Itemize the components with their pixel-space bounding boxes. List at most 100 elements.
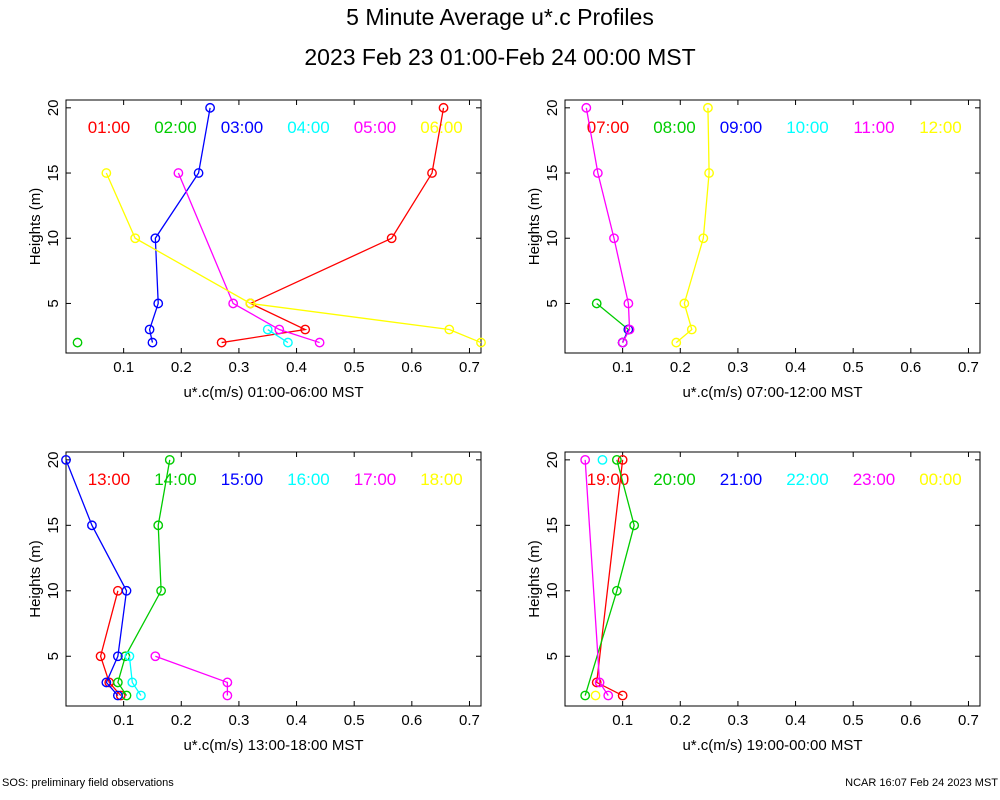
x-tick-label: 0.4: [286, 712, 307, 729]
data-point: [591, 677, 602, 688]
series-line: [585, 107, 631, 343]
data-point: [173, 168, 184, 178]
y-axis-label: Heights (m): [526, 540, 543, 618]
plot-frame: [564, 99, 981, 354]
series-1900: [591, 454, 628, 701]
x-tick-label: 0.3: [228, 712, 249, 729]
data-point: [112, 677, 123, 688]
data-point: [698, 233, 709, 244]
data-point: [262, 324, 273, 335]
x-tick-label: 0.3: [727, 359, 748, 376]
data-point: [703, 102, 713, 113]
legend-entry: 06:00: [420, 118, 463, 137]
y-tick-label: 5: [45, 652, 62, 660]
series-line: [584, 459, 635, 696]
y-axis-label: Heights (m): [526, 188, 543, 266]
plot-frame: [65, 451, 482, 707]
chart-panel-3: 0.1 0.2 0.3 0.4 0.5 0.6 0.7 5 10 15 20 u*.c(m/s) 13…: [27, 451, 482, 754]
data-point: [597, 454, 608, 465]
data-point: [704, 168, 714, 178]
x-tick-label: 0.2: [171, 712, 192, 729]
y-tick-label: 15: [45, 517, 62, 534]
series-line: [675, 107, 710, 344]
series-1100: [581, 102, 635, 348]
data-point: [594, 677, 605, 688]
data-point: [438, 102, 449, 113]
data-point: [156, 585, 167, 596]
series-1700: [150, 651, 233, 701]
x-tick-label: 0.5: [843, 712, 864, 729]
x-tick-label: 0.7: [958, 712, 979, 729]
data-point: [580, 690, 591, 701]
y-tick-label: 10: [45, 230, 62, 247]
legend-entry: 10:00: [786, 118, 829, 137]
data-point: [617, 690, 628, 701]
legend-entry: 12:00: [919, 118, 962, 137]
plot-frame: [65, 99, 482, 354]
series-line: [584, 459, 609, 696]
series-0300: [144, 102, 215, 348]
x-tick-label: 0.5: [344, 359, 365, 376]
legend-entry: 19:00: [587, 470, 630, 489]
data-point: [590, 690, 601, 701]
series-line: [117, 459, 171, 696]
series-0000: [590, 690, 601, 701]
legend-entry: 09:00: [720, 118, 763, 137]
data-point: [611, 585, 622, 596]
legend-entry: 14:00: [154, 470, 197, 489]
legend-entry: 08:00: [653, 118, 696, 137]
plot-frame: [564, 451, 981, 707]
x-axis-label: u*.c(m/s) 19:00-00:00 MST: [682, 737, 862, 754]
data-point: [274, 324, 285, 335]
series-line: [155, 655, 229, 696]
data-point: [153, 520, 164, 531]
data-point: [153, 298, 164, 309]
chart-panel-2: 0.1 0.2 0.3 0.4 0.5 0.6 0.7 5 10 15 20 u*.c(m/s) 07…: [526, 99, 981, 401]
data-point: [245, 298, 256, 309]
data-point: [603, 690, 614, 701]
series-line: [128, 656, 142, 696]
x-tick-label: 0.4: [785, 712, 806, 729]
legend-entry: 18:00: [420, 470, 463, 489]
data-point: [629, 520, 640, 531]
series-0100: [216, 102, 449, 348]
data-point: [121, 690, 132, 701]
data-point: [144, 324, 155, 335]
x-tick-label: 0.2: [670, 712, 691, 729]
data-point: [130, 233, 141, 244]
legend-entry: 05:00: [354, 118, 397, 137]
data-point: [101, 677, 112, 688]
data-point: [127, 677, 138, 688]
x-tick-label: 0.7: [459, 712, 480, 729]
legend-entry: 00:00: [919, 470, 962, 489]
data-point: [283, 337, 293, 348]
legend-entry: 15:00: [221, 470, 264, 489]
y-tick-label: 5: [544, 652, 561, 660]
data-point: [150, 651, 161, 662]
data-point: [592, 168, 603, 178]
x-tick-label: 0.4: [785, 359, 806, 376]
data-point: [611, 454, 622, 465]
data-point: [580, 454, 591, 465]
series-0800: [591, 298, 634, 348]
series-2200: [597, 454, 608, 465]
page-subtitle: 2023 Feb 23 01:00-Feb 24 00:00 MST: [304, 44, 696, 70]
data-point: [476, 337, 486, 348]
x-tick-label: 0.6: [401, 712, 422, 729]
y-tick-label: 20: [45, 452, 62, 469]
legend-entry: 16:00: [287, 470, 330, 489]
x-tick-label: 0.3: [727, 712, 748, 729]
data-point: [87, 520, 97, 531]
series-2300: [580, 454, 614, 701]
chart-panel-4: 0.1 0.2 0.3 0.4 0.5 0.6 0.7 5 10 15 20 u*.c(m/s) 19…: [526, 451, 981, 754]
y-tick-label: 10: [544, 230, 561, 247]
x-axis-label: u*.c(m/s) 01:00-06:00 MST: [183, 384, 363, 401]
data-point: [124, 651, 135, 662]
legend-entry: 02:00: [154, 118, 197, 137]
series-line: [65, 459, 128, 696]
data-point: [121, 585, 132, 596]
x-tick-label: 0.7: [459, 359, 480, 376]
data-point: [617, 337, 628, 348]
legend-entry: 03:00: [221, 118, 264, 137]
legend-entry: 21:00: [720, 470, 763, 489]
